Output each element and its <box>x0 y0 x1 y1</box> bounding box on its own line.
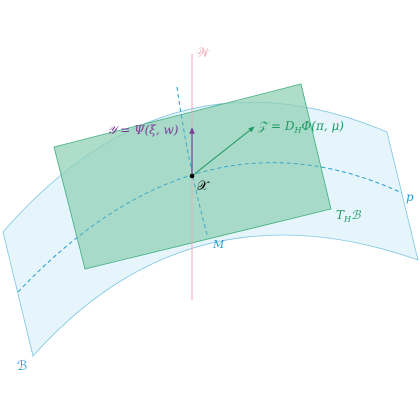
label-T: THℬ <box>336 208 362 224</box>
curve-p-over-plane <box>17 162 403 293</box>
curve-M-over-plane <box>176 86 209 239</box>
label-T-sub: H <box>343 215 352 224</box>
label-M: M <box>212 238 225 251</box>
label-Z-sub: H <box>293 126 302 135</box>
label-Y: 𝒴 = Ψ(ξ, w) <box>107 123 179 137</box>
label-Z-main: 𝒵 = D <box>257 119 295 133</box>
label-p: p <box>406 190 414 204</box>
label-Z-tail: Φ(π, μ) <box>301 119 344 133</box>
label-W: 𝒲 <box>196 46 211 61</box>
point-X <box>189 173 195 179</box>
label-T-main: T <box>336 208 345 222</box>
label-X: 𝒳 <box>197 179 210 194</box>
vector-Z-arrow <box>191 126 255 177</box>
label-T-tail: ℬ <box>351 208 362 222</box>
label-Z: 𝒵 = DHΦ(π, μ) <box>257 119 344 135</box>
label-B: ℬ <box>17 359 27 374</box>
